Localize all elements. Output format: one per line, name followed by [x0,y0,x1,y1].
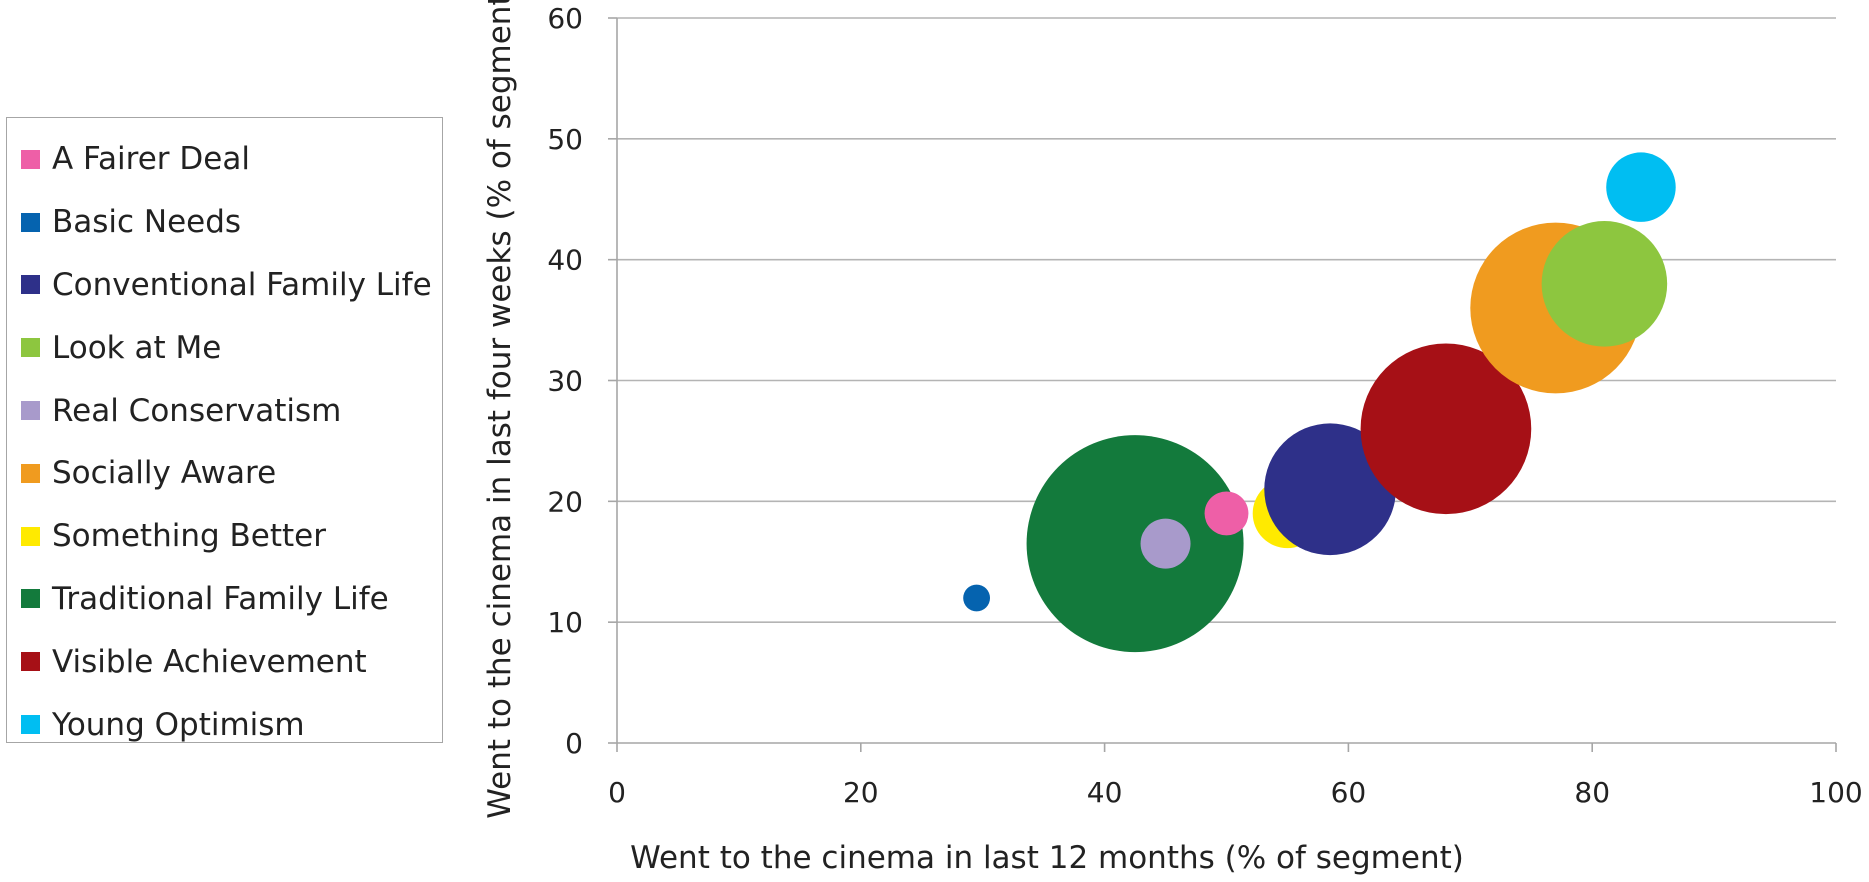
x-tick-label-100: 100 [1809,776,1862,809]
legend-swatch [21,149,40,169]
legend-item-basic-needs: Basic Needs [7,191,442,254]
y-axis-label: Went to the cinema in last four weeks (%… [482,0,518,819]
y-tick-label-30: 30 [547,365,583,398]
bubble-look-at-me [1541,221,1668,347]
bubble-conventional-family-life [1264,423,1396,556]
legend-label: Real Conservatism [52,392,342,429]
x-tick-label-40: 40 [1087,776,1123,809]
legend-item-something-better: Something Better [7,505,442,568]
x-tick-label-20: 20 [843,776,879,809]
legend-item-socially-aware: Socially Aware [7,442,442,505]
legend-item-look-at-me: Look at Me [7,316,442,379]
legend-swatch [21,275,40,295]
legend-swatch [21,338,40,358]
legend: A Fairer Deal Basic Needs Conventional Fam… [6,117,443,743]
legend-label: A Fairer Deal [52,141,250,178]
x-tick-label-80: 80 [1574,776,1610,809]
legend-swatch [21,463,40,483]
bubble-a-fairer-deal [1204,491,1249,536]
bubble-young-optimism [1606,152,1676,222]
legend-label: Conventional Family Life [52,266,432,303]
legend-label: Basic Needs [52,204,242,241]
legend-swatch [21,212,40,232]
legend-swatch [21,401,40,421]
legend-item-visible-achievement: Visible Achievement [7,630,442,693]
legend-label: Look at Me [52,329,222,366]
legend-item-young-optimism: Young Optimism [7,693,442,756]
y-tick-label-50: 50 [547,123,583,156]
x-axis-label: Went to the cinema in last 12 months (% … [630,840,1464,876]
legend-swatch [21,526,40,546]
y-tick-label-60: 60 [547,2,583,35]
legend-label: Something Better [52,518,326,555]
legend-label: Young Optimism [52,706,305,743]
legend-swatch [21,715,40,735]
axes [608,17,1837,752]
legend-item-a-fairer-deal: A Fairer Deal [7,128,442,191]
bubbles [963,152,1676,653]
y-tick-label-20: 20 [547,485,583,518]
y-tick-labels: 0 10 20 30 40 50 60 [547,2,583,760]
bubble-visible-achievement [1360,343,1532,515]
x-tick-label-60: 60 [1331,776,1367,809]
legend-label: Visible Achievement [52,643,367,680]
legend-label: Socially Aware [52,455,277,492]
legend-item-traditional-family-life: Traditional Family Life [7,568,442,631]
legend-label: Traditional Family Life [52,580,389,617]
x-tick-labels: 0 20 40 60 80 100 [608,776,1863,809]
bubble-basic-needs [963,584,991,612]
legend-swatch [21,652,40,672]
bubble-traditional-family-life [1026,435,1244,653]
legend-swatch [21,589,40,609]
legend-item-conventional-family-life: Conventional Family Life [7,254,442,317]
x-tick-label-0: 0 [608,776,626,809]
y-tick-label-40: 40 [547,244,583,277]
y-tick-label-10: 10 [547,606,583,639]
bubble-real-conservatism [1140,518,1191,569]
legend-item-real-conservatism: Real Conservatism [7,379,442,442]
grid-lines [617,17,1836,623]
y-tick-label-0: 0 [565,727,583,760]
